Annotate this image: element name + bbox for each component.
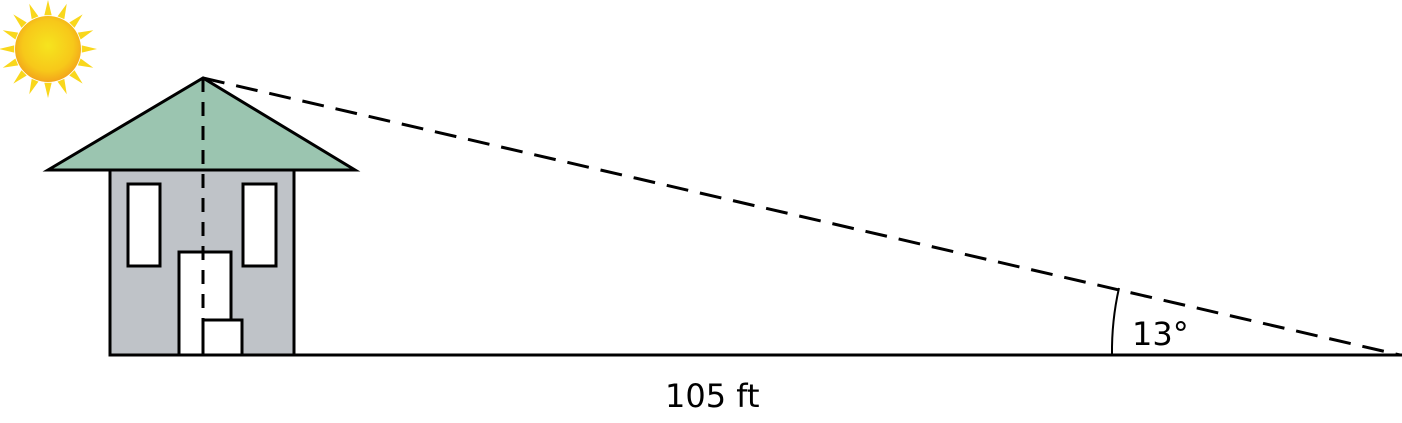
sun-rays — [0, 0, 97, 98]
sun-ray — [13, 14, 27, 28]
sun-ray — [29, 78, 39, 95]
sun-ray — [57, 3, 67, 20]
sun-icon — [0, 0, 97, 98]
sun-ray — [13, 70, 27, 84]
sun-ray — [77, 30, 94, 40]
sun-ray — [69, 70, 83, 84]
house-step — [201, 318, 244, 357]
sun-ray — [0, 45, 15, 53]
house-roof — [42, 76, 361, 172]
sun-disc — [15, 16, 81, 82]
sun-ray — [44, 82, 52, 98]
distance-label: 105 ft — [665, 377, 760, 415]
sun-ray — [69, 14, 83, 28]
sun-ray — [77, 58, 94, 68]
sun-ray — [57, 78, 67, 95]
house-window-left — [126, 182, 162, 268]
sun-ray — [29, 3, 39, 20]
house-icon — [42, 76, 361, 357]
angle-label: 13° — [1132, 315, 1189, 353]
house-window-right — [241, 182, 278, 268]
sun-ray — [44, 0, 52, 16]
line-of-sight — [202, 76, 1401, 357]
angle-arc — [1110, 287, 1120, 356]
sun-ray — [2, 58, 19, 68]
sun-ray — [81, 45, 97, 53]
sun-ray — [2, 30, 19, 40]
